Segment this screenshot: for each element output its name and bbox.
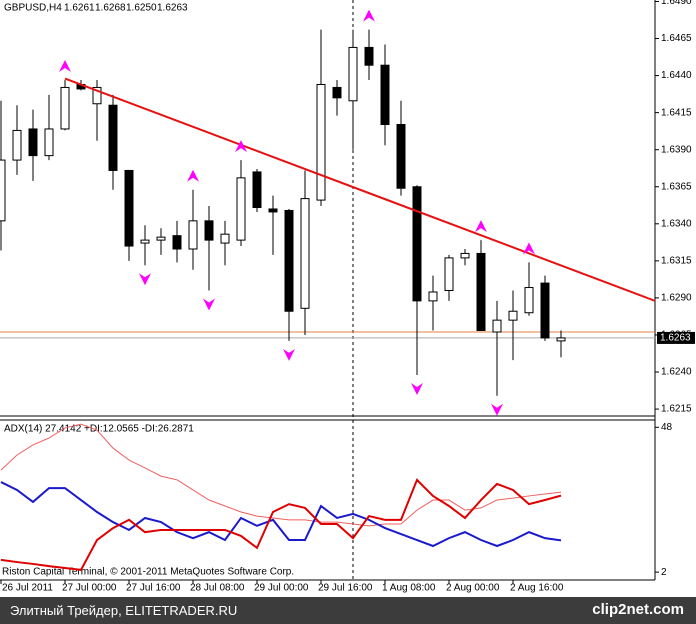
ohlc-label: 1.6268 xyxy=(95,3,126,14)
indicator-line xyxy=(0,423,562,527)
candle-body xyxy=(252,171,262,209)
candle-body xyxy=(428,291,438,302)
candle-body xyxy=(492,319,502,333)
fractal-down xyxy=(411,382,423,395)
candle-body xyxy=(508,310,518,321)
copyright: Riston Capital Terminal, © 2001-2011 Met… xyxy=(2,567,294,578)
current-price-label: 1.6263 xyxy=(660,333,691,344)
candle-body xyxy=(300,198,310,309)
x-tick-label: 29 Jul 00:00 xyxy=(254,583,309,594)
candle-body xyxy=(364,46,374,66)
candle-body xyxy=(204,220,214,241)
candle-body xyxy=(92,86,102,105)
ohlc-label: 1.6261 xyxy=(64,3,95,14)
footer-logo: clip2net.com xyxy=(592,601,684,618)
ohlc-label: 1.6263 xyxy=(157,3,188,14)
y-tick-label: 1.6340 xyxy=(661,218,692,229)
fractal-up xyxy=(235,140,247,153)
indicator-line xyxy=(0,481,562,548)
candle-body xyxy=(396,124,406,189)
candle-body xyxy=(332,86,342,99)
fractal-up xyxy=(187,169,199,182)
x-tick-label: 29 Jul 16:00 xyxy=(318,583,373,594)
candle-body xyxy=(556,337,566,342)
candle-body xyxy=(108,104,118,171)
ohlc-label: 1.6250 xyxy=(126,3,157,14)
y-tick-label: 1.6490 xyxy=(661,0,692,7)
candle-body xyxy=(220,233,230,244)
symbol-title: GBPUSD,H4 xyxy=(4,3,62,14)
candle-body xyxy=(172,235,182,250)
candle-body xyxy=(444,257,454,291)
candle-body xyxy=(524,287,534,314)
y-tick-label: 1.6440 xyxy=(661,70,692,81)
fractal-down xyxy=(491,403,503,416)
fractal-down xyxy=(283,348,295,361)
candle-body xyxy=(0,159,6,222)
candle-body xyxy=(60,86,70,130)
candle-body xyxy=(156,236,166,241)
fractal-down xyxy=(203,298,215,311)
y-tick-label: 1.6215 xyxy=(661,404,692,415)
candle-body xyxy=(460,252,470,259)
x-tick-label: 27 Jul 00:00 xyxy=(62,583,117,594)
candle-body xyxy=(12,129,22,161)
candle-body xyxy=(140,239,150,244)
x-tick-label: 26 Jul 2011 xyxy=(2,583,53,594)
x-tick-label: 2 Aug 00:00 xyxy=(446,583,500,594)
y-tick-label: 1.6290 xyxy=(661,293,692,304)
chart: GBPUSD,H4 1.6261 1.6268 1.6250 1.6263 AD… xyxy=(0,0,696,597)
trend-line xyxy=(64,77,656,302)
candle-body xyxy=(380,64,390,125)
candle-body xyxy=(236,177,246,241)
y-tick-label: 1.6465 xyxy=(661,33,692,44)
candle-body xyxy=(348,46,358,102)
indicator-line xyxy=(0,478,562,571)
y-tick-label: 1.6390 xyxy=(661,144,692,155)
candle-body xyxy=(316,83,326,201)
y-tick-label: 1.6365 xyxy=(661,181,692,192)
footer-left: Элитный Трейдер, ELITETRADER.RU xyxy=(10,603,238,618)
candle-body xyxy=(188,220,198,250)
candle-body xyxy=(412,186,422,302)
y-tick-label: 1.6415 xyxy=(661,107,692,118)
y-tick-label: 2 xyxy=(661,567,667,578)
candle-body xyxy=(540,282,550,339)
fractal-up xyxy=(523,242,535,255)
footer: Элитный Трейдер, ELITETRADER.RU clip2net… xyxy=(0,597,696,624)
candle-body xyxy=(268,208,278,213)
fractal-up xyxy=(59,60,71,73)
y-tick-label: 1.6240 xyxy=(661,367,692,378)
candle-body xyxy=(124,169,134,247)
x-tick-label: 1 Aug 08:00 xyxy=(382,583,436,594)
fractal-up xyxy=(475,220,487,233)
y-tick-label: 48 xyxy=(661,422,673,433)
x-tick-label: 2 Aug 16:00 xyxy=(510,583,564,594)
price-label-box xyxy=(657,331,695,344)
indicator-title: ADX(14) 27.4142 +DI:12.0565 -DI:26.2871 xyxy=(4,424,194,435)
candle-body xyxy=(476,252,486,332)
candle-body xyxy=(28,128,38,157)
candle-body xyxy=(284,209,294,312)
candle-body xyxy=(44,128,54,157)
background xyxy=(0,0,696,597)
x-tick-label: 27 Jul 16:00 xyxy=(126,583,181,594)
x-tick-label: 28 Jul 08:00 xyxy=(190,583,245,594)
fractal-up xyxy=(363,9,375,22)
fractal-down xyxy=(139,273,151,286)
y-tick-label: 1.6315 xyxy=(661,255,692,266)
